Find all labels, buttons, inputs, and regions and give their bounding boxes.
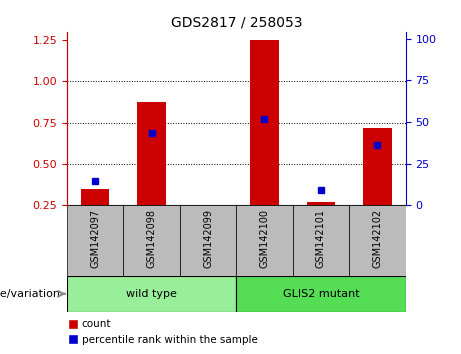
Bar (194, 205, 222, 243)
Legend: count, percentile rank within the sample: count, percentile rank within the sample (65, 315, 262, 349)
Bar (67, 276, 236, 312)
Text: GLIS2 mutant: GLIS2 mutant (283, 289, 359, 299)
Text: genotype/variation: genotype/variation (0, 289, 60, 299)
Bar (307, 202, 335, 205)
Bar (293, 205, 349, 276)
Text: GSM142098: GSM142098 (147, 209, 157, 268)
Bar (236, 205, 293, 276)
Bar (236, 276, 406, 312)
Text: GSM142099: GSM142099 (203, 209, 213, 268)
Title: GDS2817 / 258053: GDS2817 / 258053 (171, 15, 302, 29)
Text: GSM142102: GSM142102 (372, 209, 383, 268)
Text: GSM142101: GSM142101 (316, 209, 326, 268)
Bar (363, 128, 391, 205)
Text: wild type: wild type (126, 289, 177, 299)
Bar (137, 102, 165, 205)
Bar (180, 205, 236, 276)
Bar (81, 189, 109, 205)
Bar (349, 205, 406, 276)
Text: GSM142100: GSM142100 (260, 209, 270, 268)
Bar (123, 205, 180, 276)
Bar (67, 205, 123, 276)
Text: GSM142097: GSM142097 (90, 209, 100, 268)
Bar (250, 40, 278, 205)
